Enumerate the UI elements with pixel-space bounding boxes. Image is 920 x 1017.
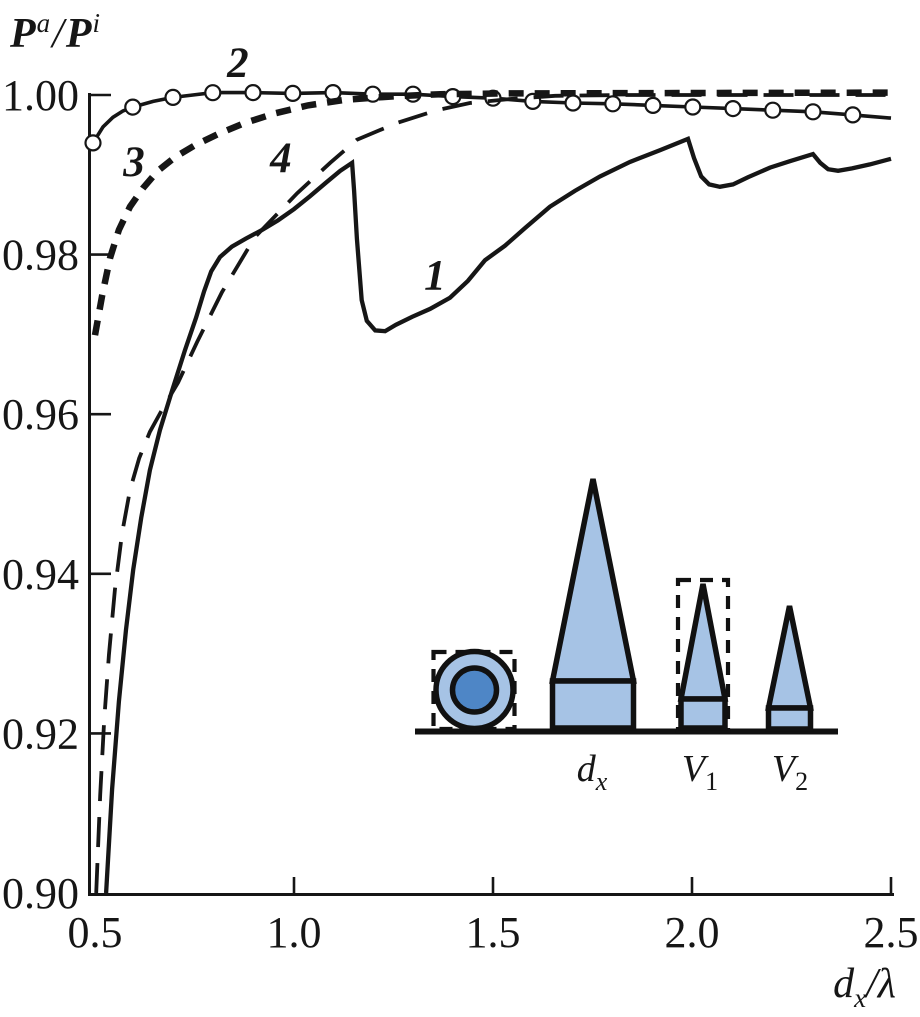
curve-2-marker xyxy=(124,98,142,116)
axis-lines xyxy=(88,93,894,896)
inset-dashed-box-v1 xyxy=(675,577,731,734)
inset-label-dx-sub: x xyxy=(595,767,608,796)
y-label-sup-a: a xyxy=(37,8,51,38)
inset-diagram: dx V1 V2 xyxy=(415,478,838,796)
inset-label-dx-base: d xyxy=(577,748,597,790)
curve-2-marker xyxy=(764,101,782,119)
y-label-p2: P xyxy=(65,11,92,57)
curve-label-3: 3 xyxy=(122,139,145,186)
x-tick-label: 1.5 xyxy=(466,908,521,957)
x-label-lambda: λ xyxy=(876,961,896,1007)
x-label-slash: / xyxy=(864,961,881,1007)
curve-2-marker xyxy=(564,94,582,112)
x-tick-label: 2.0 xyxy=(665,908,720,957)
inset-cone-v1-base xyxy=(678,696,728,731)
inset-label-v2-base: V xyxy=(772,748,799,790)
curve-labels: 1 2 3 4 xyxy=(122,40,445,299)
x-tick-label: 1.0 xyxy=(267,908,322,957)
x-axis-label: dx/λ xyxy=(833,961,896,1013)
curve-2-marker xyxy=(804,103,822,121)
y-tick-label: 0.96 xyxy=(2,390,79,439)
curve-2-marker xyxy=(844,106,862,124)
x-label-d: d xyxy=(833,961,855,1007)
curves xyxy=(84,83,892,894)
y-tick-label: 1.00 xyxy=(2,71,79,120)
inset-label-v2: V2 xyxy=(772,748,808,796)
curve-2-marker xyxy=(244,83,262,102)
curve-2-marker xyxy=(644,96,662,115)
y-tick-label: 0.98 xyxy=(2,231,79,280)
inset-label-v1: V1 xyxy=(682,748,718,796)
inset-label-v1-base: V xyxy=(682,748,709,790)
inset-cone-v1-triangle xyxy=(677,583,729,702)
inset-label-dx: dx xyxy=(577,748,608,796)
inset-label-v1-sub: 1 xyxy=(705,767,718,796)
curve-label-1: 1 xyxy=(424,252,446,299)
inset-cone-v2-base xyxy=(765,705,814,732)
inset-cone-v2-triangle xyxy=(765,605,814,711)
y-label-p1: P xyxy=(9,11,36,57)
curve-2-marker xyxy=(604,95,622,113)
x-tick-label: 0.5 xyxy=(68,908,123,957)
y-axis-label: Pa/Pi xyxy=(9,8,100,57)
curve-2-marker xyxy=(284,84,302,103)
x-tick-label: 2.5 xyxy=(864,908,919,957)
inset-inner-circle xyxy=(449,665,500,715)
curve-2-marker xyxy=(724,99,742,118)
y-tick-label: 0.90 xyxy=(2,869,79,918)
y-label-slash: / xyxy=(50,11,67,57)
curve-4 xyxy=(94,93,891,894)
inset-label-v2-sub: 2 xyxy=(795,767,808,796)
x-label-sub-x: x xyxy=(853,983,866,1013)
y-tick-label: 0.94 xyxy=(2,550,79,599)
y-tick-label: 0.92 xyxy=(2,709,79,758)
inset-cone-dx-triangle xyxy=(549,478,637,684)
curve-2-marker xyxy=(164,88,182,107)
axes: 1.00 0.98 0.96 0.94 0.92 0.900.5 1.0 1.5 2.0 2.5 xyxy=(2,71,919,957)
curve-3 xyxy=(91,89,892,336)
curve-label-4: 4 xyxy=(269,135,292,182)
y-label-sup-i: i xyxy=(92,8,100,38)
curve-1 xyxy=(103,136,892,894)
curve-2-marker xyxy=(204,84,222,102)
inset-cone-dx-base xyxy=(549,678,637,731)
curve-label-2: 2 xyxy=(226,40,249,87)
curve-2-marker xyxy=(84,134,102,152)
curve-2-marker xyxy=(684,98,702,116)
